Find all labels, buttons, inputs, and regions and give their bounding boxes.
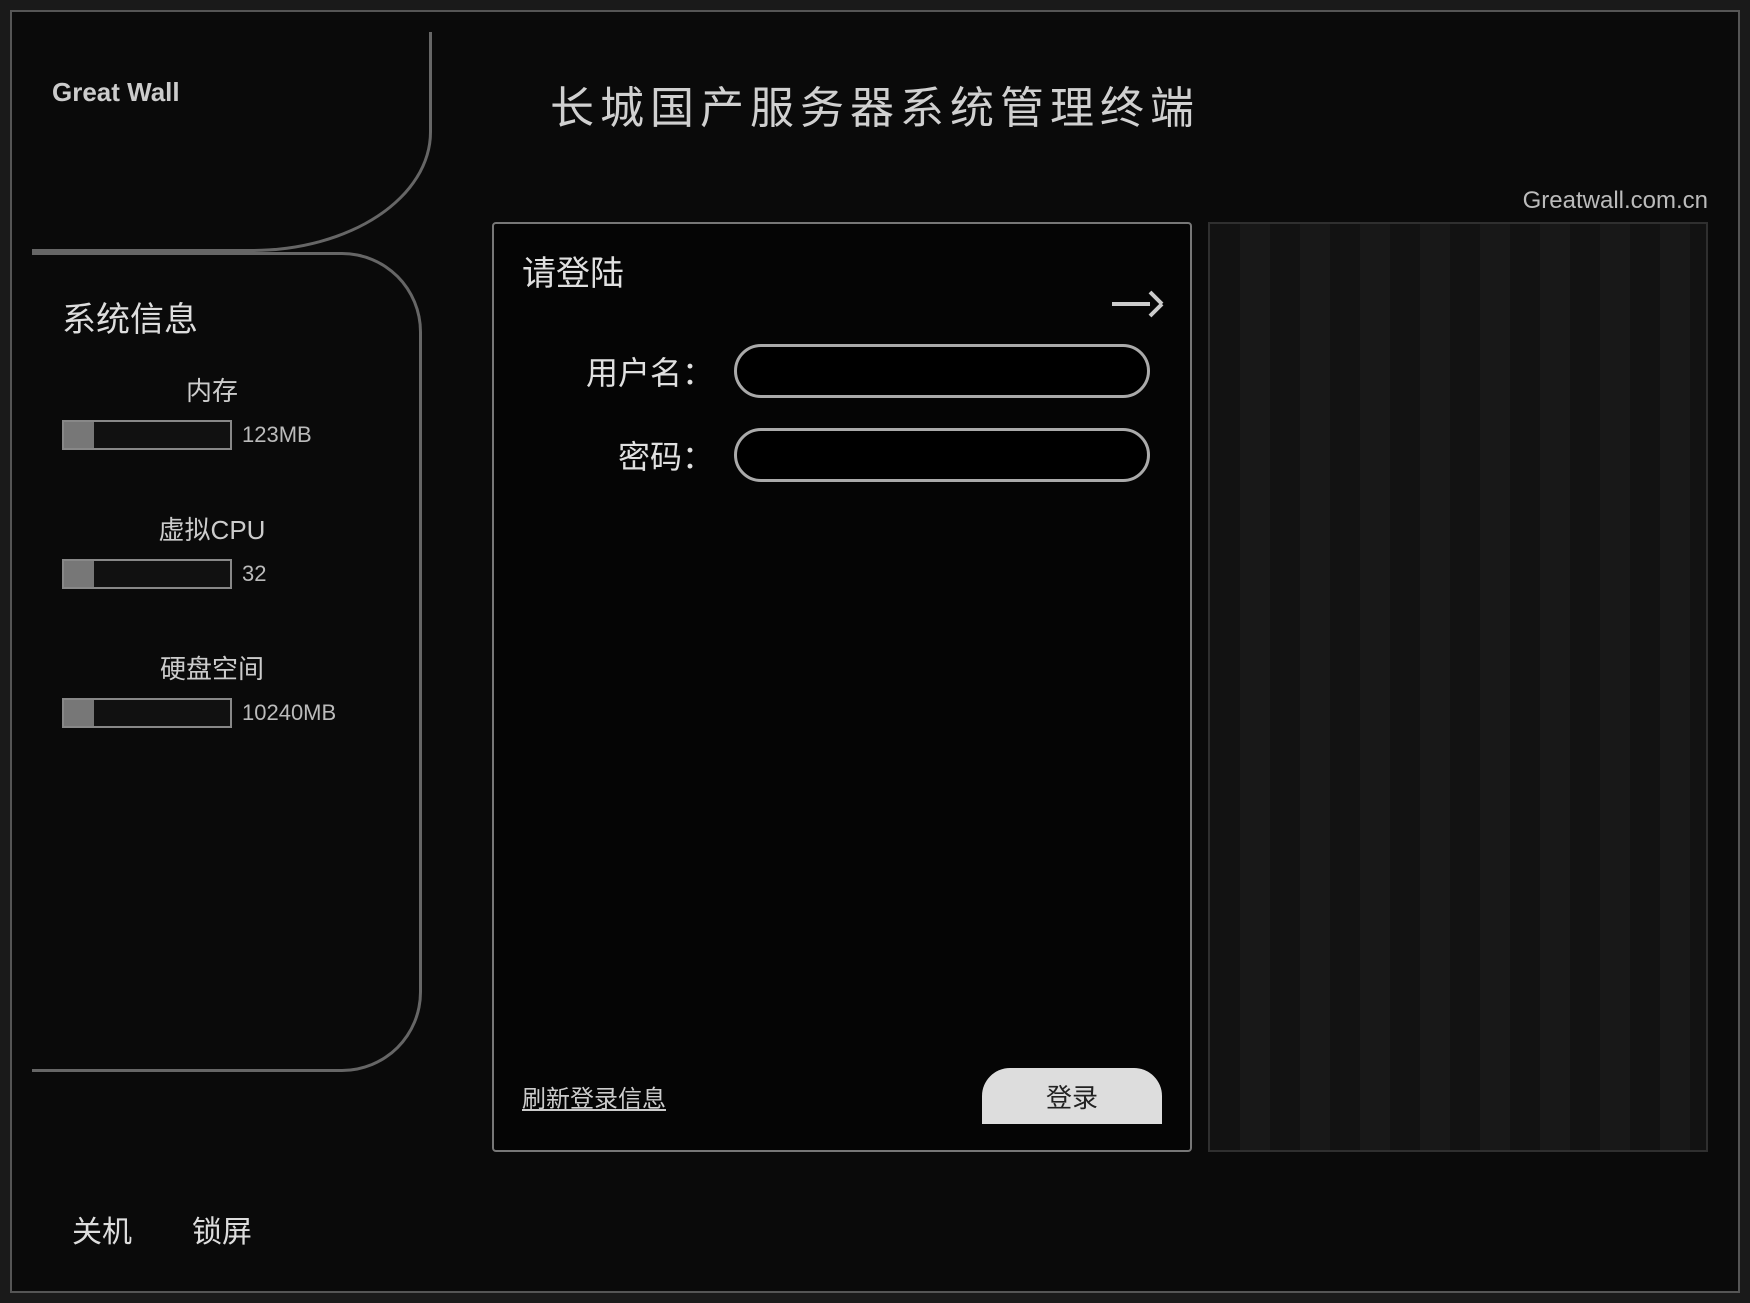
sidebar-title: 系统信息 bbox=[62, 292, 362, 341]
app-frame: Great Wall 长城国产服务器系统管理终端 Greatwall.com.c… bbox=[10, 10, 1740, 1293]
lock-screen-button[interactable]: 锁屏 bbox=[192, 1207, 252, 1251]
stat-cpu-bar bbox=[62, 559, 232, 589]
stat-memory-bar bbox=[62, 420, 232, 450]
login-dialog-title: 请登陆 bbox=[522, 246, 624, 295]
refresh-login-link[interactable]: 刷新登录信息 bbox=[522, 1079, 666, 1114]
username-input[interactable] bbox=[734, 344, 1150, 398]
brand-logo: Great Wall bbox=[52, 52, 232, 132]
password-label: 密码： bbox=[564, 432, 734, 478]
stat-disk-label: 硬盘空间 bbox=[62, 649, 362, 686]
stat-cpu: 虚拟CPU 32 bbox=[62, 510, 362, 589]
stat-memory-label: 内存 bbox=[62, 371, 362, 408]
login-dialog: 请登陆 用户名： 密码： 刷新登录信息 登录 bbox=[492, 222, 1192, 1152]
stat-cpu-label: 虚拟CPU bbox=[62, 510, 362, 547]
login-submit-button[interactable]: 登录 bbox=[982, 1068, 1162, 1124]
right-preview-panel bbox=[1208, 222, 1708, 1152]
stat-disk-value: 10240MB bbox=[242, 700, 336, 726]
header-url: Greatwall.com.cn bbox=[1523, 187, 1708, 215]
username-label: 用户名： bbox=[564, 348, 734, 394]
page-title: 长城国产服务器系统管理终端 bbox=[550, 72, 1200, 136]
close-icon[interactable] bbox=[1106, 284, 1166, 324]
stat-memory-value: 123MB bbox=[242, 422, 312, 448]
stat-cpu-value: 32 bbox=[242, 561, 266, 587]
sidebar-system-info: 系统信息 内存 123MB 虚拟CPU 32 硬盘空间 10240MB bbox=[62, 292, 362, 788]
stat-memory: 内存 123MB bbox=[62, 371, 362, 450]
password-input[interactable] bbox=[734, 428, 1150, 482]
brand-logo-text: Great Wall bbox=[52, 77, 180, 108]
stat-disk-bar bbox=[62, 698, 232, 728]
stat-disk: 硬盘空间 10240MB bbox=[62, 649, 362, 728]
shutdown-button[interactable]: 关机 bbox=[72, 1207, 132, 1251]
